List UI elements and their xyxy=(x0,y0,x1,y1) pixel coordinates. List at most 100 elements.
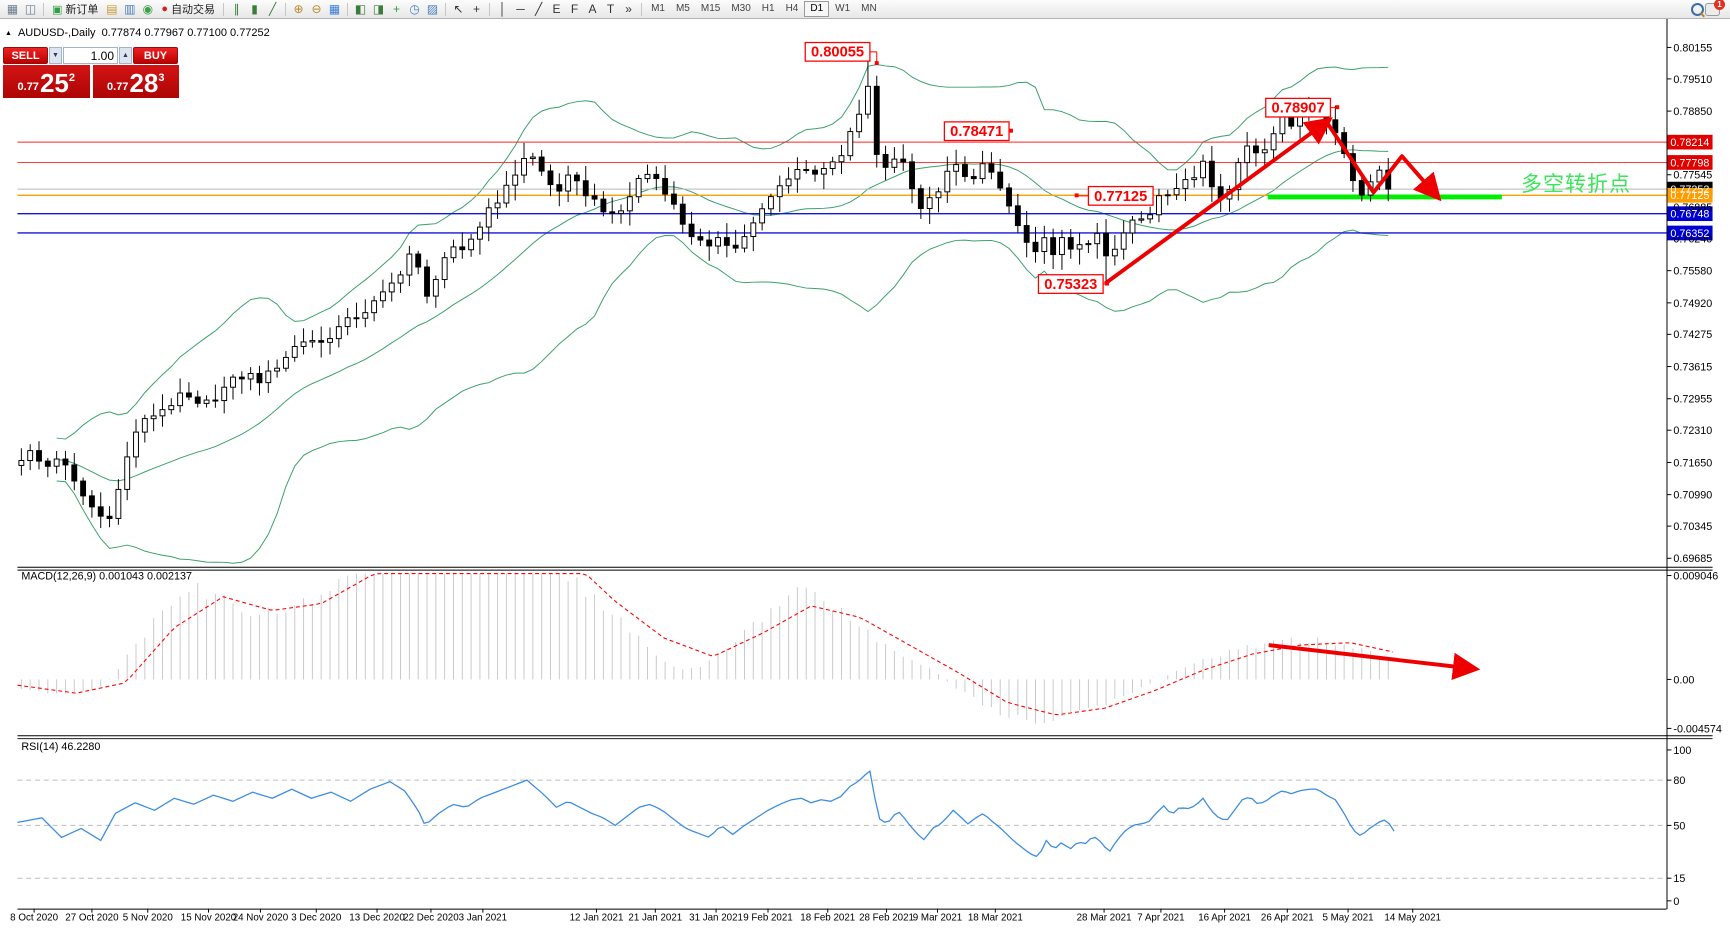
sell-price-big: 25 xyxy=(39,68,69,98)
sell-price-button[interactable]: 0.77 25 2 xyxy=(3,65,90,98)
svg-text:5 Nov 2020: 5 Nov 2020 xyxy=(123,912,174,923)
svg-text:0.77125: 0.77125 xyxy=(1094,189,1147,205)
channel-icon[interactable]: E xyxy=(552,2,561,16)
svg-text:0.74920: 0.74920 xyxy=(1673,298,1712,310)
text-icon[interactable]: A xyxy=(588,2,597,16)
svg-text:28 Mar 2021: 28 Mar 2021 xyxy=(1077,912,1132,923)
crosshair-icon[interactable]: + xyxy=(473,2,481,16)
svg-text:0.73615: 0.73615 xyxy=(1673,361,1712,373)
svg-text:0.78907: 0.78907 xyxy=(1272,101,1325,117)
svg-text:RSI(14) 46.2280: RSI(14) 46.2280 xyxy=(21,741,100,753)
timeframe-m5[interactable]: M5 xyxy=(675,3,690,14)
svg-text:0.76748: 0.76748 xyxy=(1670,209,1709,221)
new-order-button-label: 新订单 xyxy=(65,4,99,16)
autotrading-button-label: 自动交易 xyxy=(171,4,216,16)
chinese-annotation: 多空转折点 xyxy=(1521,172,1631,196)
svg-text:0.70345: 0.70345 xyxy=(1673,521,1712,533)
auto-arrange-icon[interactable]: ◧ xyxy=(354,2,367,16)
sell-button[interactable]: SELL xyxy=(3,47,48,64)
new-order-button-icon: ▣ xyxy=(52,3,63,16)
price-axis xyxy=(1666,46,1713,559)
label-icon[interactable]: T xyxy=(606,2,615,16)
svg-text:0.78214: 0.78214 xyxy=(1670,137,1709,149)
sell-price-prefix: 0.77 xyxy=(17,81,39,93)
notification-badge: 1 xyxy=(1714,0,1725,10)
svg-text:0.00: 0.00 xyxy=(1673,674,1694,686)
zoom-out-icon[interactable]: ⊖ xyxy=(311,2,322,16)
chart-canvas[interactable]: 0.80055 0.78471 0.78907 0.77125 0.75323 0.801… xyxy=(0,19,1730,942)
timeframe-m30[interactable]: M30 xyxy=(731,3,751,14)
svg-text:22 Dec 2020: 22 Dec 2020 xyxy=(403,912,459,923)
volume-increase-button[interactable]: ▲ xyxy=(119,47,132,64)
svg-text:13 Dec 2020: 13 Dec 2020 xyxy=(349,912,405,923)
tile-windows-icon[interactable]: ▦ xyxy=(328,2,341,16)
svg-text:21 Jan 2021: 21 Jan 2021 xyxy=(628,912,682,923)
timeframe-d1[interactable]: D1 xyxy=(804,1,830,17)
line-chart-mode-icon[interactable]: ╱ xyxy=(268,2,277,16)
svg-text:12 Jan 2021: 12 Jan 2021 xyxy=(570,912,624,923)
toolbar-separator xyxy=(43,2,44,16)
chart-profile-icon[interactable]: ◫ xyxy=(24,2,37,16)
chart-header: ▲ AUDUSD-,Daily 0.77874 0.77967 0.77100 … xyxy=(5,27,270,39)
toolbar-separator xyxy=(223,2,225,16)
timeframe-m1[interactable]: M1 xyxy=(651,3,665,14)
svg-text:80: 80 xyxy=(1673,775,1685,787)
fibonacci-icon[interactable]: F xyxy=(570,2,579,16)
market-watch-icon[interactable]: ▤ xyxy=(106,2,118,16)
notifications-icon[interactable]: 1 xyxy=(1705,0,1725,16)
indicators-icon[interactable]: + xyxy=(393,2,401,16)
volume-input[interactable] xyxy=(63,47,118,64)
data-window-icon[interactable]: ▥ xyxy=(124,2,136,16)
svg-text:15: 15 xyxy=(1673,873,1685,885)
symbol-period-label: AUDUSD-,Daily xyxy=(17,27,96,39)
svg-text:50: 50 xyxy=(1673,820,1685,832)
buy-price-button[interactable]: 0.77 28 3 xyxy=(92,65,179,98)
symbol-collapse-icon[interactable]: ▲ xyxy=(5,29,12,37)
new-chart-icon[interactable]: ▦ xyxy=(6,2,19,16)
one-click-trading-panel: SELL ▼ ▲ BUY 0.77 25 2 0.77 28 3 xyxy=(3,47,179,98)
svg-text:3 Jan 2021: 3 Jan 2021 xyxy=(459,912,507,923)
timeframe-mn[interactable]: MN xyxy=(861,3,877,14)
new-order-button[interactable]: ▣ 新订单 xyxy=(48,1,102,17)
svg-text:7 Apr 2021: 7 Apr 2021 xyxy=(1137,912,1184,923)
svg-text:-0.004574: -0.004574 xyxy=(1673,723,1722,735)
timeframe-h4[interactable]: H4 xyxy=(785,3,799,14)
candlestick-mode-icon[interactable]: ▮ xyxy=(251,2,258,16)
svg-text:0.71650: 0.71650 xyxy=(1673,457,1712,469)
timeframe-m15[interactable]: M15 xyxy=(700,3,721,14)
chart-window: 0.80055 0.78471 0.78907 0.77125 0.75323 0.801… xyxy=(0,19,1730,942)
price-label-callouts xyxy=(804,41,1340,294)
svg-text:0.72310: 0.72310 xyxy=(1673,425,1712,437)
timeframe-w1[interactable]: W1 xyxy=(835,3,851,14)
arrows-icon[interactable]: » xyxy=(625,2,632,16)
timeframe-h1[interactable]: H1 xyxy=(761,3,775,14)
buy-button[interactable]: BUY xyxy=(133,47,178,64)
svg-text:14 May 2021: 14 May 2021 xyxy=(1384,912,1441,923)
horizontal-line-icon[interactable]: ─ xyxy=(516,2,525,16)
templates-icon[interactable]: ▨ xyxy=(426,2,439,16)
zoom-in-icon[interactable]: ⊕ xyxy=(293,2,304,16)
toolbar-separator xyxy=(285,2,287,16)
volume-decrease-button[interactable]: ▼ xyxy=(49,47,62,64)
toolbar-separator xyxy=(641,2,643,16)
periods-icon[interactable]: ◷ xyxy=(409,2,420,16)
vertical-line-icon[interactable]: │ xyxy=(498,2,507,16)
svg-text:27 Oct 2020: 27 Oct 2020 xyxy=(65,912,119,923)
cursor-icon[interactable]: ↖ xyxy=(453,2,464,16)
svg-text:0: 0 xyxy=(1673,896,1679,908)
svg-text:31 Jan 2021: 31 Jan 2021 xyxy=(689,912,743,923)
buy-price-prefix: 0.77 xyxy=(107,81,129,93)
trendline-icon[interactable]: ╱ xyxy=(534,2,543,16)
trend-arrows xyxy=(1103,117,1442,286)
svg-text:0.76240: 0.76240 xyxy=(1673,233,1712,245)
signals-icon[interactable]: ◉ xyxy=(142,2,154,16)
svg-text:100: 100 xyxy=(1673,745,1691,757)
svg-text:0.77545: 0.77545 xyxy=(1673,170,1712,182)
svg-text:0.80155: 0.80155 xyxy=(1673,42,1712,54)
autotrading-button[interactable]: ● 自动交易 xyxy=(157,1,219,17)
chart-shift-icon[interactable]: ◨ xyxy=(372,2,385,16)
svg-text:16 Apr 2021: 16 Apr 2021 xyxy=(1198,912,1251,923)
bar-chart-mode-icon[interactable]: ∥ xyxy=(233,2,240,16)
svg-text:24 Nov 2020: 24 Nov 2020 xyxy=(233,912,289,923)
search-icon[interactable] xyxy=(1691,2,1704,16)
